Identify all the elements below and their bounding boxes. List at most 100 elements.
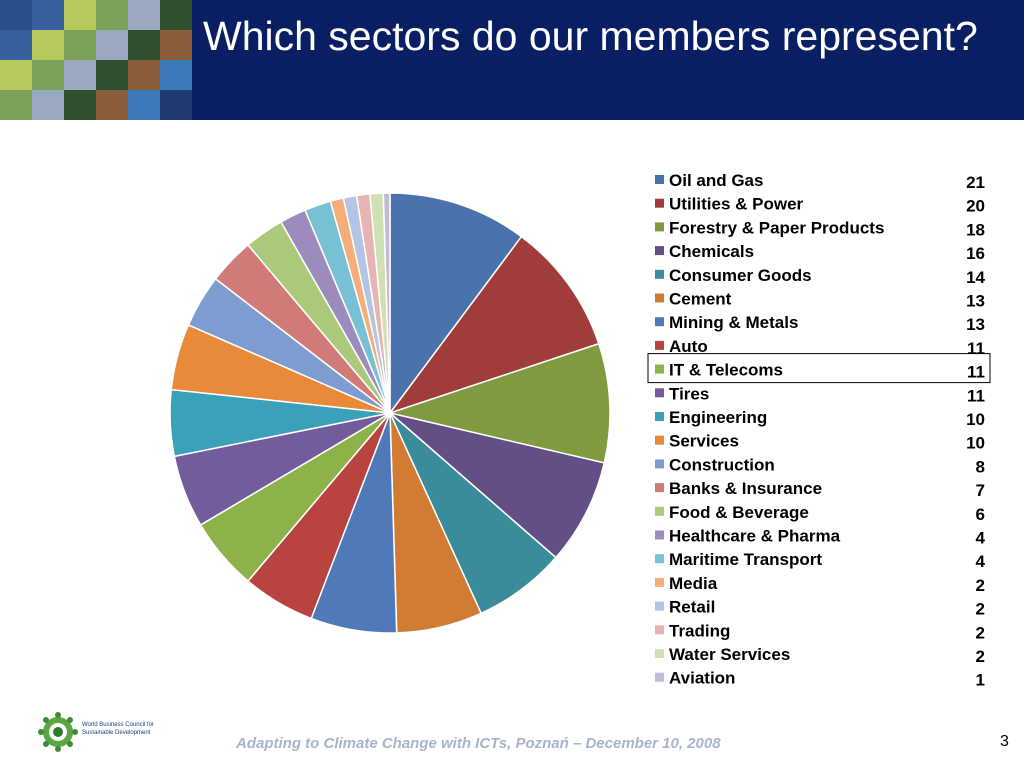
legend-label-2: Forestry & Paper Products [669,218,884,237]
legend-swatch-9 [655,388,664,398]
slide-footer: Adapting to Climate Change with ICTs, Po… [236,735,721,752]
legend-value-17: 2 [976,576,985,595]
legend-label-8: IT & Telecoms [669,361,783,380]
mosaic-tile [128,60,160,90]
logo-text: World Business Council for Sustainable D… [82,722,154,736]
legend-label-12: Construction [669,455,775,474]
legend-swatch-13 [655,483,664,493]
legend-swatch-4 [655,269,664,279]
legend-swatch-18 [655,601,664,611]
legend-value-13: 7 [976,481,985,500]
legend-swatch-17 [655,577,664,587]
photo-mosaic [0,0,192,120]
legend-label-14: Food & Beverage [669,503,809,522]
legend-label-15: Healthcare & Pharma [669,527,841,546]
legend-value-19: 2 [976,623,985,642]
page-number: 3 [1000,733,1009,750]
legend-label-21: Aviation [669,669,735,688]
mosaic-tile [160,30,192,60]
legend-value-2: 18 [966,220,985,239]
mosaic-tile [64,60,96,90]
legend-swatch-7 [655,340,664,350]
legend-value-20: 2 [976,647,985,666]
mosaic-tile [160,0,192,30]
legend-swatch-0 [655,175,664,184]
legend-label-1: Utilities & Power [669,195,804,214]
legend-swatch-19 [655,625,664,635]
legend-value-8: 11 [967,363,985,382]
legend-label-9: Tires [669,384,709,403]
legend-value-0: 21 [966,173,985,192]
pie-slice-3 [389,412,606,559]
pie-slice-1 [387,235,600,415]
legend-value-3: 16 [966,244,985,263]
mosaic-tile [0,30,32,60]
legend-label-4: Consumer Goods [669,266,812,285]
mosaic-tile [128,0,160,30]
legend-label-11: Services [669,432,739,451]
mosaic-tile [64,30,96,60]
mosaic-tile [96,30,128,60]
legend-value-14: 6 [976,505,985,524]
legend-swatch-1 [655,198,664,208]
legend-value-21: 1 [976,671,985,690]
legend-swatch-16 [655,554,664,564]
mosaic-tile [96,0,128,30]
mosaic-tile [32,90,64,120]
legend-value-11: 10 [966,434,985,453]
slide-title: Which sectors do our members represent? [203,13,978,59]
legend-label-0: Oil and Gas [669,171,763,190]
legend-swatch-5 [655,293,664,303]
legend-label-10: Engineering [669,408,767,427]
legend-swatch-10 [655,412,664,421]
mosaic-tile [96,60,128,90]
legend-label-19: Trading [669,621,730,640]
legend-label-17: Media [669,574,718,593]
legend-swatch-3 [655,246,664,256]
legend-value-6: 13 [966,315,985,334]
slide-header: Which sectors do our members represent? [0,0,1024,120]
mosaic-tile [0,60,32,90]
legend-swatch-14 [655,506,664,516]
mosaic-tile [128,30,160,60]
legend-value-15: 4 [976,529,986,548]
legend-label-16: Maritime Transport [669,550,822,569]
mosaic-tile [160,90,192,120]
wbcsd-emblem-icon [38,712,78,752]
legend-label-5: Cement [669,290,732,309]
pie-slice-21 [382,192,391,414]
legend-value-12: 8 [976,457,985,476]
legend-label-18: Retail [669,598,715,617]
legend-swatch-8 [655,364,664,374]
mosaic-tile [160,60,192,90]
legend-value-16: 4 [976,552,986,571]
legend-swatch-6 [655,317,664,327]
legend-value-5: 13 [966,292,985,311]
highlight-box [647,353,991,384]
legend-value-7: 11 [967,339,985,358]
mosaic-tile [0,0,32,30]
legend-label-20: Water Services [669,645,790,664]
mosaic-tile [32,0,64,30]
mosaic-tile [64,90,96,120]
mosaic-tile [32,30,64,60]
mosaic-tile [128,90,160,120]
wbcsd-logo: World Business Council for Sustainable D… [38,712,178,752]
legend-swatch-12 [655,459,664,469]
mosaic-tile [0,90,32,120]
legend-value-18: 2 [976,600,985,619]
legend-value-10: 10 [966,410,985,429]
legend-swatch-11 [655,435,664,445]
legend-label-6: Mining & Metals [669,313,798,332]
pie-slice-2 [387,342,611,464]
legend-value-4: 14 [966,268,985,287]
legend-swatch-20 [655,649,664,658]
legend-label-7: Auto [669,337,708,356]
mosaic-tile [64,0,96,30]
legend-swatch-21 [655,672,664,682]
legend-label-13: Banks & Insurance [669,479,822,498]
pie-slice-0 [389,192,523,416]
legend-value-9: 11 [967,386,985,405]
legend-label-3: Chemicals [669,242,754,261]
